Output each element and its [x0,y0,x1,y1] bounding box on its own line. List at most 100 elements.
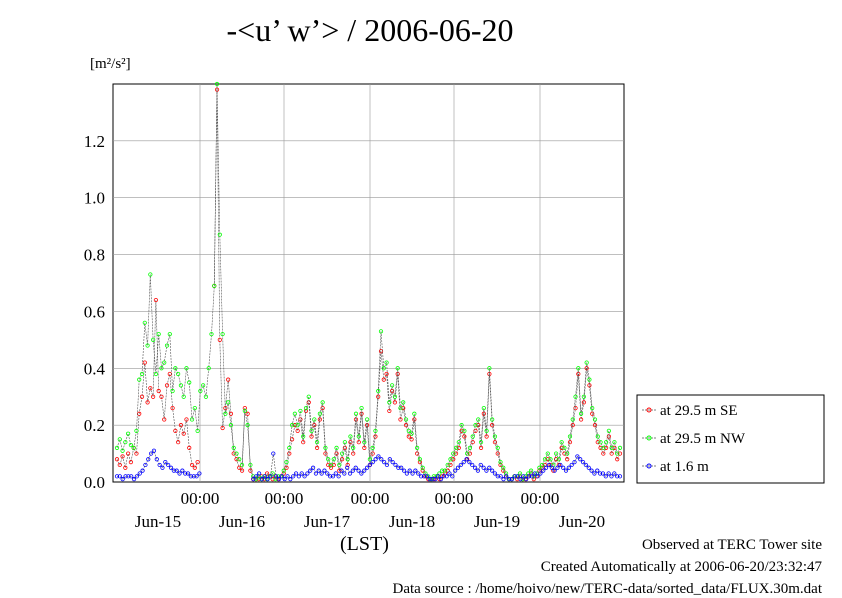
data-point [451,457,456,462]
data-point [578,457,583,462]
data-point [492,471,498,476]
x-time-label: 00:00 [181,489,220,508]
data-point [390,383,395,388]
data-point [120,448,125,453]
data-point [440,468,445,473]
data-point [328,465,334,470]
data-point [191,474,196,479]
data-point [558,462,563,468]
data-point [370,445,375,450]
data-point [565,457,570,462]
data-point [151,337,156,342]
data-point [298,408,303,414]
legend-label: at 29.5 m SE [660,403,738,419]
data-point [387,408,392,414]
data-point [604,445,609,450]
data-point [484,468,489,473]
data-point [406,428,411,433]
data-point [381,377,386,382]
data-point [566,465,571,470]
data-point [305,471,310,476]
data-point [295,428,300,433]
data-point [595,434,600,439]
data-point [309,428,314,433]
data-point [586,465,591,470]
data-point [373,428,378,433]
data-point [162,360,167,365]
data-point [254,474,259,479]
data-point [365,417,370,422]
data-point [403,423,409,428]
data-point [595,468,600,473]
data-point [170,388,175,394]
data-point [234,457,239,462]
data-point [537,465,542,470]
data-point [171,468,176,473]
data-point [173,366,178,371]
data-point [501,477,506,482]
data-point [601,451,606,456]
data-point [214,81,220,87]
data-point [578,417,584,422]
data-point [478,462,483,468]
data-point [409,431,414,436]
data-point [407,468,412,473]
data-point [301,440,306,445]
data-point [148,386,153,391]
data-point [237,457,242,462]
data-point [476,423,481,428]
data-point [330,474,336,479]
data-point [573,405,578,411]
data-point [201,383,206,388]
data-point [592,471,597,476]
data-point [145,400,150,405]
data-point [256,471,262,476]
data-point [364,465,370,470]
data-point [421,474,427,479]
data-point [445,468,450,473]
data-point [615,451,620,456]
data-point [295,423,300,428]
data-point [442,468,448,473]
data-point [228,423,234,428]
data-point [237,465,242,470]
data-point [406,434,411,439]
x-time-label: 00:00 [351,489,390,508]
data-point [492,434,498,439]
data-point [217,232,222,237]
data-point [381,366,386,371]
data-point [362,440,367,445]
data-point [433,477,438,482]
data-point [181,394,186,399]
data-point [220,332,225,337]
data-point [584,360,589,365]
data-point [178,383,184,388]
data-point [448,457,453,462]
data-point [515,474,520,479]
data-point [401,468,407,473]
data-point [362,468,367,473]
data-point [384,371,389,377]
data-point [416,471,421,476]
data-point [484,434,489,439]
data-point [567,440,573,445]
data-point [134,428,139,433]
data-point [563,468,569,473]
data-point [131,477,137,482]
data-point [462,434,467,439]
data-point [123,440,128,445]
data-point [436,474,441,479]
data-point [331,462,336,468]
data-point [256,474,261,479]
data-point [331,457,336,462]
data-point [424,474,429,479]
data-point [548,457,553,462]
data-point [490,423,495,428]
data-point [447,471,452,476]
data-point [495,445,500,450]
data-point [475,468,481,473]
data-point [569,462,574,468]
data-point [590,405,595,411]
data-point [310,465,316,470]
data-point [203,394,209,399]
